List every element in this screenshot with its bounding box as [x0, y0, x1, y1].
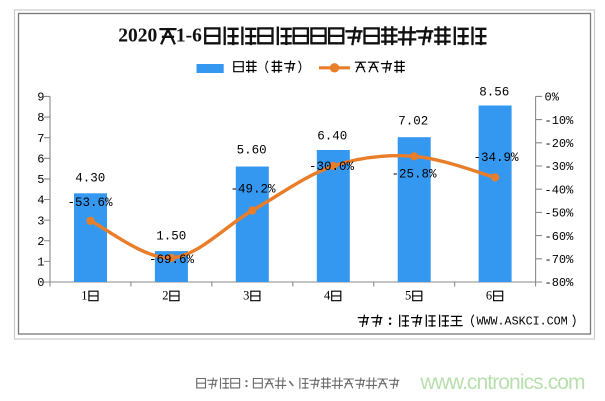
svg-text:7.02: 7.02 [398, 114, 428, 128]
svg-text:4: 4 [37, 194, 44, 208]
svg-text:6: 6 [486, 289, 492, 303]
svg-text:3: 3 [243, 289, 249, 303]
svg-text:-10%: -10% [545, 114, 575, 128]
svg-text:8.56: 8.56 [479, 86, 509, 100]
svg-text:-34.9%: -34.9% [473, 151, 519, 165]
svg-text:www.cntronics.com: www.cntronics.com [419, 371, 585, 394]
svg-text:1.50: 1.50 [156, 230, 186, 244]
svg-text:4: 4 [324, 289, 331, 303]
svg-text:WWW.ASKCI.COM: WWW.ASKCI.COM [477, 315, 568, 329]
svg-text:1-6: 1-6 [176, 26, 202, 47]
svg-text:-69.6%: -69.6% [149, 253, 195, 267]
svg-text:0%: 0% [545, 91, 560, 105]
svg-text:5: 5 [405, 289, 411, 303]
svg-text:1: 1 [81, 289, 87, 303]
svg-text:4.30: 4.30 [75, 171, 105, 185]
svg-text:3: 3 [37, 214, 44, 228]
svg-text:-53.6%: -53.6% [67, 196, 113, 210]
svg-text:0: 0 [37, 276, 44, 290]
svg-text:-49.2%: -49.2% [230, 183, 276, 197]
svg-text:7: 7 [37, 132, 44, 146]
svg-text:8: 8 [37, 111, 44, 125]
svg-text:-25.8%: -25.8% [391, 168, 437, 182]
svg-text:1: 1 [37, 256, 44, 270]
svg-text:-70%: -70% [545, 253, 575, 267]
svg-text:5.60: 5.60 [237, 144, 267, 158]
svg-text:-40%: -40% [545, 183, 575, 197]
svg-text:6.40: 6.40 [317, 130, 347, 144]
svg-text:9: 9 [37, 91, 44, 105]
svg-text:-80%: -80% [545, 276, 575, 290]
svg-text:-20%: -20% [545, 137, 575, 151]
svg-text:6: 6 [37, 153, 44, 167]
svg-text:-60%: -60% [545, 230, 575, 244]
svg-text:-50%: -50% [545, 207, 575, 221]
svg-text:2020: 2020 [118, 26, 157, 47]
svg-text:5: 5 [37, 173, 44, 187]
svg-text:2: 2 [37, 235, 44, 249]
svg-text:2: 2 [162, 289, 168, 303]
svg-text:-30.0%: -30.0% [309, 160, 355, 174]
svg-text:-30%: -30% [545, 160, 575, 174]
